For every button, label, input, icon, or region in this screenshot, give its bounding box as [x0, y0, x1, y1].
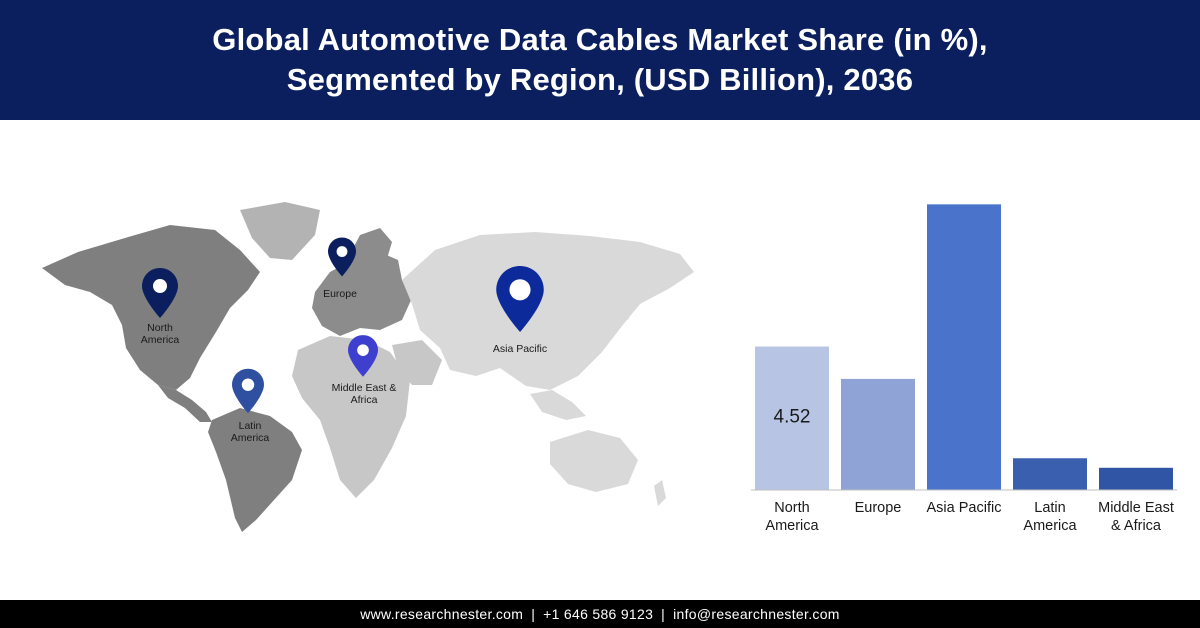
footer-bar: www.researchnester.com | +1 646 586 9123…	[0, 600, 1200, 628]
data-label-0: 4.52	[774, 407, 811, 428]
footer-website: www.researchnester.com	[360, 606, 524, 622]
north-america-pin-label: North America	[141, 322, 180, 346]
middle-east-africa-pin-label: Middle East & Africa	[332, 382, 397, 406]
footer-separator-1: |	[531, 606, 536, 622]
latin-america-pin-label-line-2: America	[230, 432, 270, 444]
europe-pin-label: Europe	[323, 288, 357, 300]
footer-email: info@researchnester.com	[673, 606, 840, 622]
title-banner: Global Automotive Data Cables Market Sha…	[0, 0, 1200, 120]
south-america-shape	[208, 408, 302, 532]
europe-shape	[312, 250, 412, 336]
x-tick-label-2-line-0: Asia Pacific	[927, 500, 1002, 516]
x-tick-label-3-line-1: America	[1023, 518, 1077, 534]
world-map-graphic	[42, 202, 694, 532]
europe-map-pin-icon	[328, 237, 356, 277]
asia-pacific-map-pin-icon	[496, 266, 544, 332]
x-tick-label-0-line-0: North	[774, 500, 809, 516]
bar-1	[841, 378, 915, 490]
scandinavia-shape	[348, 228, 392, 268]
footer-phone: +1 646 586 9123	[543, 606, 654, 622]
japan-shape	[620, 280, 638, 320]
bar-4	[1099, 467, 1173, 490]
australia-shape	[550, 430, 638, 492]
x-tick-label-3-line-0: Latin	[1034, 500, 1065, 516]
x-tick-label-0-line-1: America	[765, 518, 819, 534]
x-tick-label-1-line-0: Europe	[855, 500, 902, 516]
greenland-shape	[240, 202, 320, 260]
x-tick-label-4-line-1: & Africa	[1111, 518, 1162, 534]
asia-pacific-pin-label-line-1: Asia Pacific	[492, 343, 548, 355]
europe-pin-label-line-1: Europe	[323, 288, 357, 300]
central-america-shape	[158, 385, 212, 422]
bar-chart: 4.52 North America Europe Asia Pacific Latin A…	[740, 180, 1190, 560]
footer-separator-2: |	[661, 606, 666, 622]
x-tick-label-4-line-0: Middle East	[1098, 500, 1174, 516]
world-map: North America Europe Asia Pacific Middle…	[30, 180, 710, 540]
bar-2	[927, 204, 1001, 490]
middle-east-africa-map-pin-icon	[348, 335, 378, 377]
southeast-asia-shape	[530, 390, 586, 420]
title-line-2: Segmented by Region, (USD Billion), 2036	[286, 62, 914, 97]
latin-america-pin-label: Latin America	[231, 420, 270, 444]
middle-east-africa-pin-label-line-1: Middle East &	[331, 382, 397, 394]
middle-east-shape	[392, 340, 442, 385]
bar-3	[1013, 458, 1087, 490]
north-america-shape	[42, 225, 260, 390]
latin-america-pin-label-line-1: Latin	[238, 420, 262, 432]
asia-shape	[402, 232, 694, 390]
bar-0	[755, 346, 829, 490]
bar-chart-svg: 4.52 North America Europe Asia Pacific Latin A…	[751, 204, 1177, 534]
latin-america-map-pin-icon	[232, 368, 264, 414]
north-america-pin-label-line-1: North	[147, 322, 173, 334]
title-line-1: Global Automotive Data Cables Market Sha…	[212, 22, 988, 57]
middle-east-africa-pin-label-line-2: Africa	[350, 394, 378, 406]
asia-pacific-pin-label: Asia Pacific	[493, 343, 547, 355]
north-america-pin-label-line-2: America	[140, 334, 180, 346]
africa-shape	[292, 336, 410, 498]
north-america-map-pin-icon	[142, 268, 178, 318]
new-zealand-shape	[654, 480, 666, 506]
